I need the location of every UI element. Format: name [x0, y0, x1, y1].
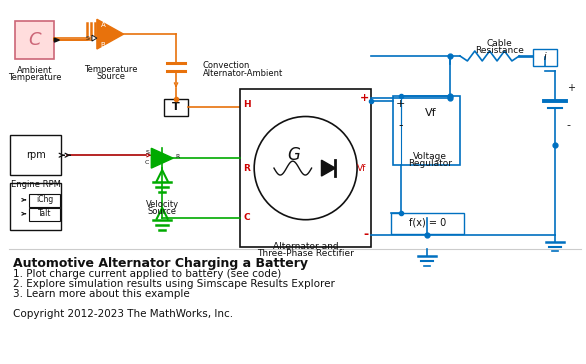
Text: +: +	[396, 99, 406, 108]
FancyBboxPatch shape	[15, 21, 54, 59]
Text: C: C	[28, 31, 41, 49]
Text: Convection: Convection	[203, 61, 250, 70]
Text: G: G	[287, 146, 300, 164]
Text: 3. Learn more about this example: 3. Learn more about this example	[13, 289, 189, 299]
Text: Voltage: Voltage	[413, 152, 447, 161]
Text: Alternator and: Alternator and	[273, 242, 339, 250]
Text: 2. Explore simulation results using Simscape Results Explorer: 2. Explore simulation results using Sims…	[13, 279, 335, 289]
Text: A: A	[101, 22, 105, 28]
Polygon shape	[54, 38, 59, 42]
Text: H: H	[243, 100, 251, 109]
FancyBboxPatch shape	[240, 89, 371, 248]
Text: Cable: Cable	[486, 39, 512, 48]
Text: Engine RPM: Engine RPM	[11, 180, 60, 189]
Text: +: +	[567, 83, 575, 93]
Text: 1. Plot charge current applied to battery (see code): 1. Plot charge current applied to batter…	[13, 269, 281, 279]
Polygon shape	[151, 148, 173, 168]
Text: B: B	[101, 42, 105, 48]
Text: -: -	[364, 228, 369, 241]
Text: Resistance: Resistance	[475, 46, 524, 55]
FancyBboxPatch shape	[29, 208, 60, 221]
Text: Alternator-Ambient: Alternator-Ambient	[203, 69, 283, 78]
Text: Talt: Talt	[38, 209, 51, 218]
Text: +: +	[360, 93, 369, 103]
Text: Copyright 2012-2023 The MathWorks, Inc.: Copyright 2012-2023 The MathWorks, Inc.	[13, 309, 233, 319]
Text: Vf: Vf	[424, 107, 436, 118]
Text: Temperature: Temperature	[84, 65, 138, 74]
Text: f(x) = 0: f(x) = 0	[408, 218, 446, 228]
FancyBboxPatch shape	[10, 183, 62, 230]
Text: R: R	[243, 163, 250, 173]
Text: i: i	[544, 52, 546, 62]
Polygon shape	[92, 35, 97, 41]
FancyBboxPatch shape	[164, 99, 188, 115]
FancyBboxPatch shape	[533, 49, 557, 66]
Text: T: T	[172, 102, 180, 112]
Text: S: S	[86, 36, 90, 41]
Text: Ambient: Ambient	[17, 66, 52, 75]
Text: Velocity: Velocity	[146, 200, 179, 209]
Text: iChg: iChg	[36, 195, 53, 204]
FancyBboxPatch shape	[391, 213, 464, 234]
Text: Automotive Alternator Charging a Battery: Automotive Alternator Charging a Battery	[13, 257, 308, 270]
FancyBboxPatch shape	[393, 96, 460, 165]
Text: -: -	[567, 120, 571, 130]
Text: -: -	[398, 119, 403, 132]
Text: Source: Source	[96, 72, 125, 81]
Text: C: C	[145, 160, 149, 165]
Text: S: S	[145, 150, 149, 155]
Text: Source: Source	[148, 207, 177, 216]
FancyBboxPatch shape	[29, 194, 60, 207]
Polygon shape	[97, 19, 124, 49]
FancyBboxPatch shape	[10, 135, 62, 175]
Text: Regulator: Regulator	[408, 159, 452, 168]
Text: Temperature: Temperature	[8, 73, 62, 82]
Text: Vf: Vf	[357, 163, 366, 173]
Text: C: C	[243, 213, 250, 222]
Text: Three-Phase Rectifier: Three-Phase Rectifier	[257, 249, 354, 258]
Text: R: R	[175, 154, 179, 159]
Text: rpm: rpm	[26, 150, 46, 160]
Polygon shape	[322, 160, 335, 176]
